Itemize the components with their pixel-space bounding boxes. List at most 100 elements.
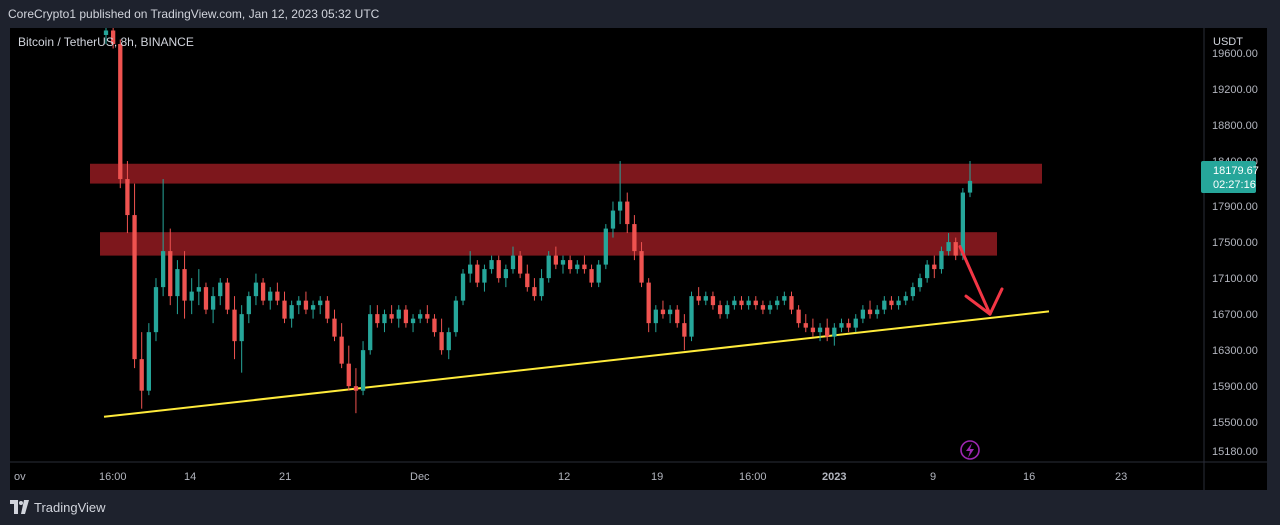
candle (925, 260, 930, 283)
bar-countdown: 02:27:16 (1213, 179, 1256, 191)
candle (946, 233, 951, 256)
candle (596, 260, 601, 288)
candle (696, 287, 701, 306)
support-trendline[interactable] (103, 310, 1050, 418)
candle (460, 269, 466, 306)
candle (453, 296, 459, 337)
candle (432, 314, 437, 337)
footer-bar: TradingView (0, 490, 1280, 525)
candle (775, 296, 780, 310)
candle (582, 255, 587, 274)
candle (960, 188, 966, 261)
candle (182, 251, 187, 319)
candle (653, 305, 658, 333)
candle (503, 264, 509, 288)
candle (753, 296, 758, 310)
candle (717, 300, 723, 319)
price-tick-label: 19200.00 (1212, 84, 1258, 96)
candle (575, 260, 580, 274)
candle (246, 291, 251, 324)
candle (325, 296, 330, 324)
candle (146, 323, 151, 396)
resistance-zones (90, 163, 1042, 256)
candle (953, 237, 958, 261)
price-tick-label: 17100.00 (1212, 273, 1258, 285)
price-tick-label: 17500.00 (1212, 237, 1258, 249)
candle (875, 305, 880, 319)
candle (496, 255, 501, 283)
price-tick-label: 15900.00 (1212, 381, 1258, 393)
candle (639, 242, 644, 288)
price-chart[interactable]: 15180.00 15500.00 15900.00 16300.00 16700.00… (10, 28, 1267, 490)
currency-label: USDT (1213, 36, 1243, 48)
candle (539, 269, 544, 301)
candle (932, 255, 937, 279)
candle (275, 282, 280, 306)
candle (446, 327, 451, 360)
candle (168, 228, 173, 306)
time-tick-label: 16 (1023, 471, 1035, 483)
candle (389, 305, 394, 324)
lightning-icon[interactable] (960, 440, 980, 460)
candle (225, 278, 230, 315)
trendline-layer (103, 310, 1050, 418)
candle (510, 246, 516, 274)
candle (282, 291, 287, 324)
candle (360, 341, 366, 396)
time-axis: ov 16:00 14 21 Dec 12 19 16:00 2023 9 16 23 (14, 471, 1127, 483)
candle (675, 305, 680, 328)
candle (268, 287, 273, 310)
candle (682, 314, 687, 351)
tradingview-logo-icon[interactable] (10, 500, 30, 514)
tradingview-brand[interactable]: TradingView (34, 500, 106, 515)
candle (889, 296, 894, 310)
price-tick-label: 19600.00 (1212, 48, 1258, 60)
candle (789, 291, 794, 315)
candle (160, 179, 166, 297)
candle (560, 255, 566, 274)
candle (660, 300, 666, 319)
candle (125, 161, 130, 234)
candle (139, 332, 144, 409)
candle (253, 273, 259, 306)
candle (118, 39, 123, 189)
candle (489, 255, 494, 274)
candle (532, 278, 537, 301)
zone-lower-resistance[interactable] (100, 232, 997, 256)
candle (710, 291, 716, 310)
time-tick-label: 16:00 (739, 471, 767, 483)
candle (482, 264, 487, 292)
time-tick-label: 21 (279, 471, 291, 483)
candle (846, 318, 851, 333)
candle (303, 291, 309, 315)
candle (196, 269, 201, 306)
publish-info: CoreCrypto1 published on TradingView.com… (8, 7, 380, 21)
candle (339, 323, 344, 369)
last-price-value: 18179.67 (1213, 165, 1259, 177)
candle (203, 282, 209, 315)
candle (553, 246, 558, 270)
candle (603, 224, 608, 270)
candle (853, 314, 858, 333)
chart-frame[interactable]: 15180.00 15500.00 15900.00 16300.00 16700.00… (10, 28, 1267, 490)
zone-upper-resistance[interactable] (90, 163, 1042, 184)
candle (132, 183, 137, 369)
candle (346, 345, 351, 391)
candle (403, 305, 409, 328)
candle (567, 255, 573, 274)
candle (667, 305, 673, 324)
time-tick-label: 16:00 (99, 471, 127, 483)
time-tick-label: 23 (1115, 471, 1127, 483)
candle (860, 305, 866, 324)
candle (439, 318, 444, 355)
price-tick-label: 16300.00 (1212, 345, 1258, 357)
time-tick-label: 14 (184, 471, 196, 483)
time-tick-label: 12 (558, 471, 570, 483)
candle (796, 305, 801, 328)
candle (425, 305, 430, 324)
price-tick-label: 15500.00 (1212, 417, 1258, 429)
candle (939, 246, 944, 274)
candle (189, 278, 194, 315)
candle (617, 161, 623, 225)
down-arrow-annotation[interactable] (958, 245, 1004, 316)
